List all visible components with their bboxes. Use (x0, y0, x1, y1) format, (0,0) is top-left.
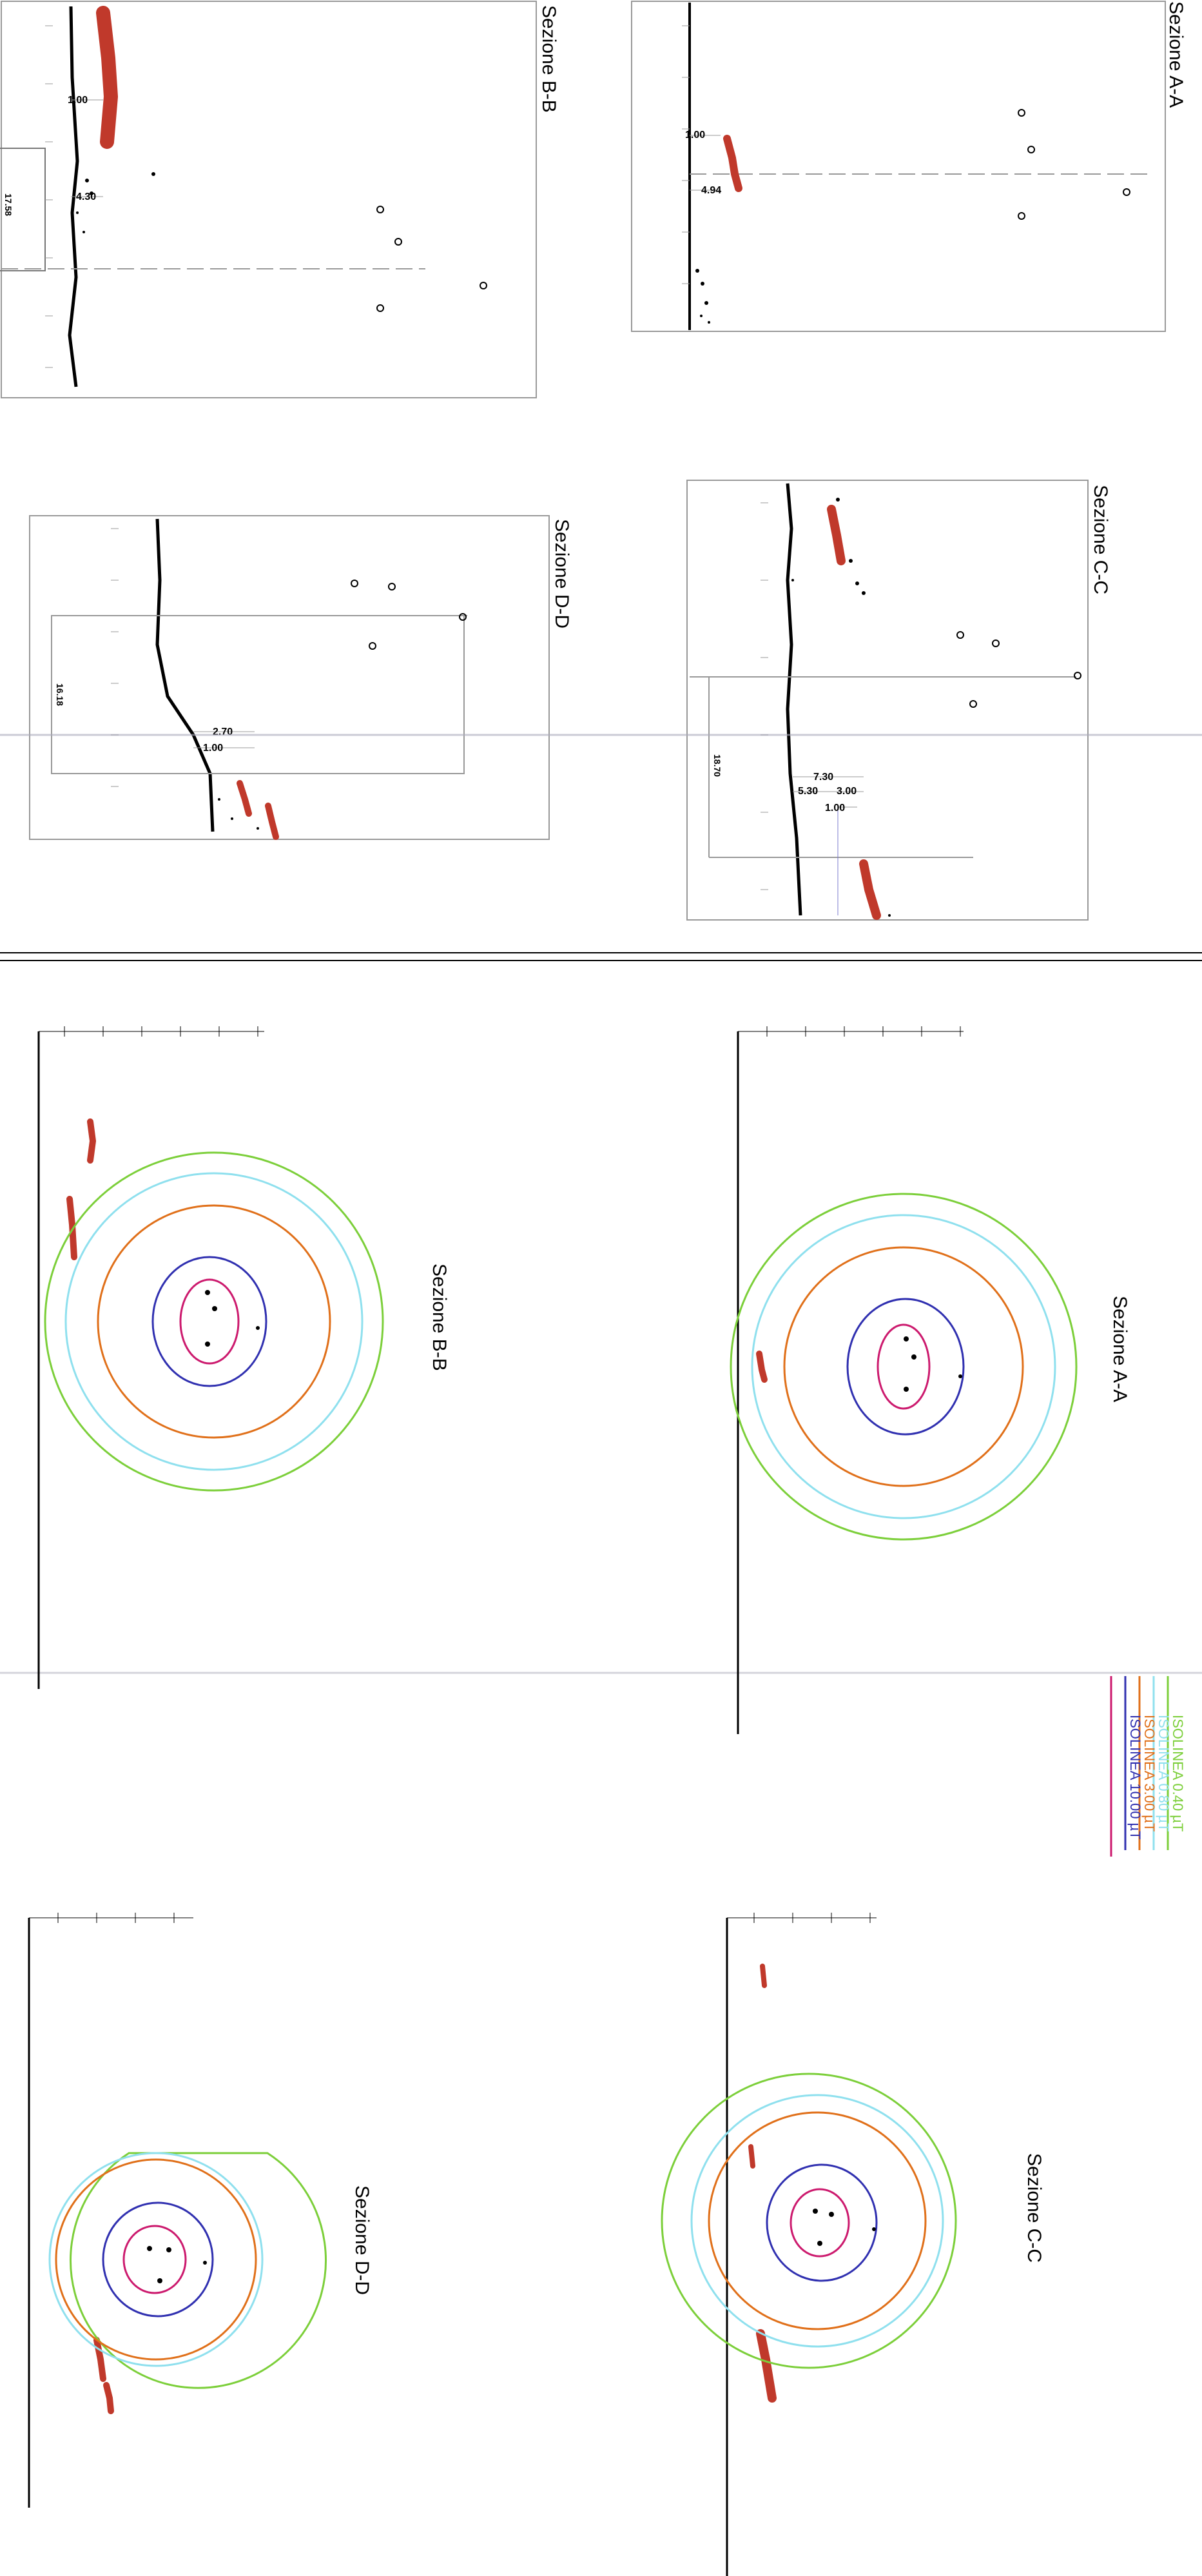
dim-label-5: 18.70 (712, 754, 722, 777)
profile-b-b: 1.00 4.30 17.58 Sezione B-B (0, 1, 559, 398)
dim-label-2: 1.00 (203, 743, 223, 754)
isoline-plot-d-d: Sezione D-D (28, 1913, 373, 2508)
dim-label-3: 17.58 (3, 193, 14, 216)
isoline-plot-c-c: Sezione C-C (661, 1913, 1045, 2576)
section-title: Sezione D-D (551, 519, 572, 629)
isoline-plot-b-b: Sezione B-B (37, 1026, 450, 1689)
profile-c-c: 7.30 5.30 3.00 1.00 18.70 Sezione C-C (686, 480, 1111, 921)
section-title: Sezione C-C (1023, 2153, 1045, 2263)
isoline-plot-a-a: Sezione A-A (730, 1026, 1130, 1734)
section-title: Sezione A-A (1109, 1296, 1130, 1402)
dim-label-1: 7.30 (813, 772, 833, 783)
legend-item-1: ISOLINEA 0.40 µT (1170, 1715, 1186, 1831)
legend-item-2: ISOLINEA 0.80 µT (1156, 1715, 1172, 1831)
profile-d-d: 2.70 1.00 16.18 Sezione D-D (29, 515, 572, 840)
legend-item-3: ISOLINEA 3.00 µT (1141, 1715, 1158, 1831)
dim-label-3: 3.00 (837, 786, 857, 797)
section-title: Sezione B-B (429, 1264, 450, 1371)
section-title: Sezione C-C (1090, 485, 1111, 594)
section-title: Sezione A-A (1165, 1, 1187, 108)
legend-item-4: ISOLINEA 10.00 µT (1127, 1715, 1143, 1840)
profile-a-a: 1.00 4.94 Sezione A-A (631, 1, 1187, 332)
legend: ISOLINEA 0.40 µT ISOLINEA 0.80 µT ISOLIN… (1110, 1676, 1186, 1857)
section-title: Sezione D-D (351, 2185, 373, 2295)
dim-label-1: 1.00 (68, 95, 88, 106)
dim-label-2: 4.94 (701, 185, 721, 196)
dim-label-2: 5.30 (798, 786, 818, 797)
dim-label-4: 1.00 (825, 803, 845, 814)
dim-label-1: 1.00 (685, 130, 705, 141)
section-title: Sezione B-B (538, 5, 559, 113)
dim-label-3: 16.18 (55, 683, 65, 706)
dim-label-2: 4.30 (76, 191, 96, 202)
